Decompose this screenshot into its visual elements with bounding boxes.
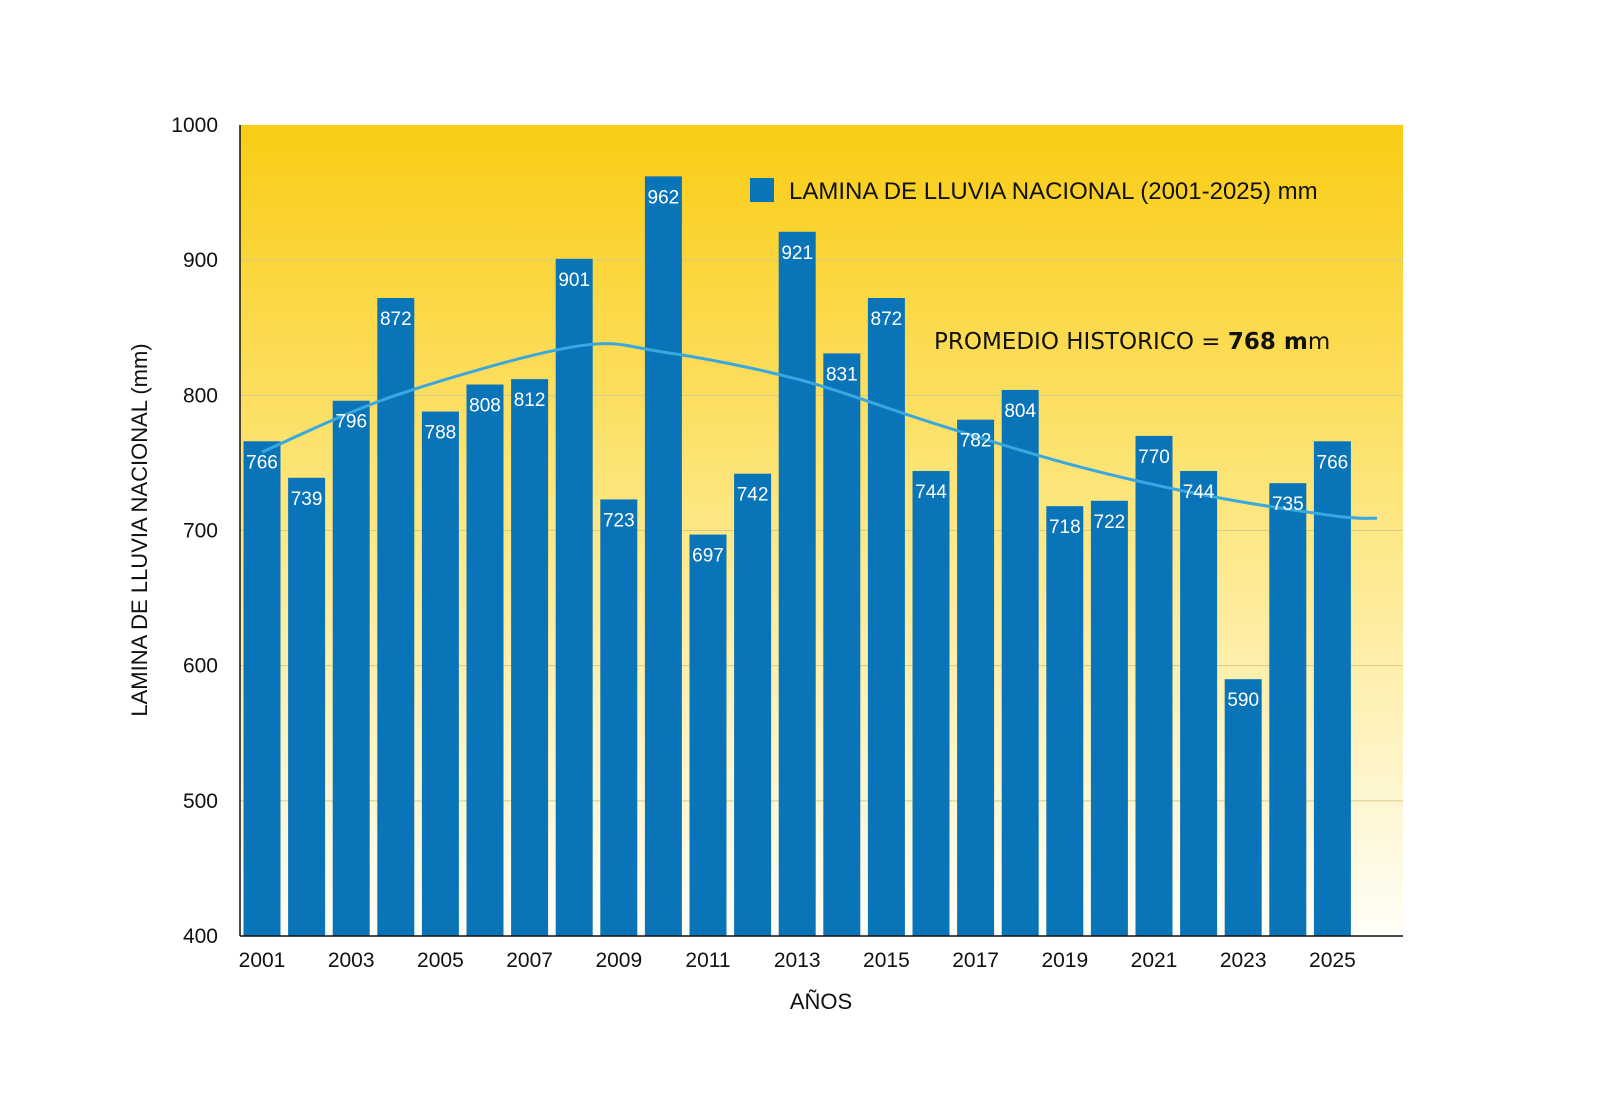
x-tick-label: 2015 (863, 949, 910, 972)
bar (600, 499, 638, 936)
bar-value-label: 901 (558, 270, 590, 291)
bar (1090, 500, 1128, 936)
bar-labels: 766 739 796 872 788 808 812 901 723 962 697 742 921 8… (246, 187, 1348, 711)
bar (421, 411, 459, 936)
trendline (261, 342, 1378, 520)
bar-value-label: 808 (469, 396, 501, 417)
bar (1224, 679, 1262, 936)
bar-value-label: 735 (1272, 494, 1304, 515)
x-tick-label: 2019 (1041, 949, 1088, 972)
bar-value-label: 804 (1004, 401, 1036, 422)
legend-swatch (750, 178, 774, 202)
bar (555, 258, 593, 936)
bar-value-label: 744 (1183, 482, 1215, 503)
bar-value-label: 782 (960, 431, 992, 452)
bar (867, 298, 905, 937)
bar (377, 298, 415, 937)
x-axis-title: AÑOS (790, 989, 852, 1014)
bar-value-label: 962 (648, 187, 680, 208)
bar (1046, 506, 1084, 936)
y-tick-label: 400 (183, 925, 218, 948)
x-tick-label: 2003 (328, 949, 375, 972)
bar-value-label: 788 (425, 423, 457, 444)
bar (689, 534, 727, 936)
bar-value-label: 590 (1227, 690, 1259, 711)
bar-value-label: 766 (1317, 452, 1349, 473)
bar-value-label: 770 (1138, 447, 1170, 468)
y-tick-label: 800 (183, 384, 218, 407)
bar-value-label: 766 (246, 452, 278, 473)
bar (778, 231, 816, 936)
y-axis-title: LAMINA DE LLUVIA NACIONAL (mm) (127, 343, 152, 716)
bar-value-label: 812 (514, 390, 546, 411)
bar-value-label: 831 (826, 364, 858, 385)
bar-value-label: 796 (335, 412, 367, 433)
x-tick-label: 2001 (239, 949, 286, 972)
x-tick-label: 2009 (595, 949, 642, 972)
bar (332, 400, 370, 936)
bar (511, 379, 549, 936)
bar (1001, 389, 1039, 937)
x-tick-label: 2021 (1131, 949, 1178, 972)
x-tick-labels: 2001 2003 2005 2007 2009 2011 2013 2015 2017 2019… (239, 949, 1356, 972)
y-tick-label: 700 (183, 520, 218, 543)
bar-value-label: 697 (692, 546, 724, 567)
x-tick-label: 2013 (774, 949, 821, 972)
y-tick-label: 600 (183, 655, 218, 678)
bar (912, 471, 950, 936)
legend: LAMINA DE LLUVIA NACIONAL (2001-2025) mm (750, 178, 1318, 205)
bar (957, 419, 995, 936)
y-tick-label: 1000 (171, 114, 218, 137)
bars (243, 176, 1351, 937)
y-tick-label: 900 (183, 249, 218, 272)
x-tick-label: 2025 (1309, 949, 1356, 972)
x-tick-label: 2023 (1220, 949, 1267, 972)
bar-value-label: 872 (871, 309, 903, 330)
legend-label: LAMINA DE LLUVIA NACIONAL (2001-2025) mm (789, 178, 1318, 205)
bar-value-label: 744 (915, 482, 947, 503)
bar (1313, 441, 1351, 936)
y-tick-labels: 400 500 600 700 800 900 1000 (171, 114, 218, 948)
bar-value-label: 921 (781, 243, 813, 264)
bar (644, 176, 682, 936)
bar (823, 353, 861, 937)
bar-value-label: 718 (1049, 517, 1081, 538)
bar-value-label: 872 (380, 309, 412, 330)
bar-value-label: 742 (737, 485, 769, 506)
bar (1135, 435, 1173, 936)
bar (243, 441, 281, 936)
bar (1269, 483, 1307, 936)
x-tick-label: 2011 (685, 949, 730, 972)
x-tick-label: 2005 (417, 949, 464, 972)
bar (288, 477, 326, 936)
bar-value-label: 722 (1094, 512, 1126, 533)
x-tick-label: 2007 (506, 949, 553, 972)
bar-value-label: 739 (291, 489, 323, 510)
bar (734, 473, 772, 936)
x-tick-label: 2017 (952, 949, 999, 972)
bar (466, 384, 504, 936)
average-annotation: PROMEDIO HISTORICO = 768 mm (934, 329, 1330, 355)
bar-value-label: 723 (603, 510, 635, 531)
y-tick-label: 500 (183, 790, 218, 813)
bar (1180, 471, 1218, 936)
